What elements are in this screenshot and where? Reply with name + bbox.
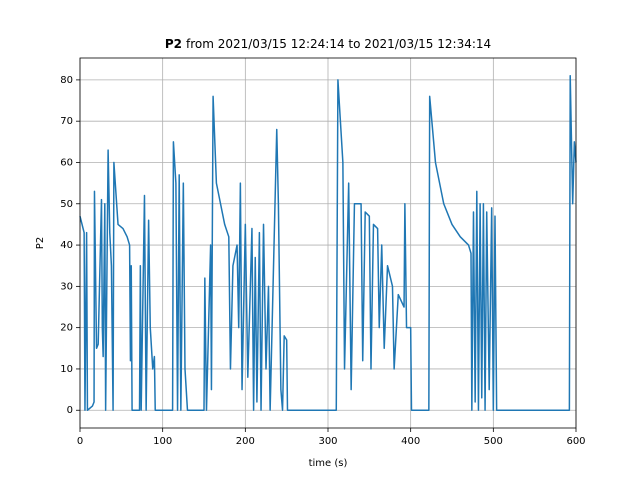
data-line bbox=[79, 75, 577, 411]
title-bold: P2 bbox=[165, 37, 182, 51]
y-tick-label: 0 bbox=[67, 405, 73, 416]
y-tick-label: 10 bbox=[60, 364, 73, 375]
x-tick-label: 0 bbox=[77, 436, 83, 447]
x-axis-label: time (s) bbox=[309, 458, 348, 469]
x-tick-label: 300 bbox=[318, 436, 337, 447]
title-text: from 2021/03/15 12:24:14 to 2021/03/15 1… bbox=[186, 37, 491, 51]
y-tick-label: 50 bbox=[60, 199, 73, 210]
x-tick-label: 100 bbox=[153, 436, 172, 447]
y-tick-label: 20 bbox=[60, 323, 73, 334]
x-tick-label: 600 bbox=[566, 436, 585, 447]
chart-title: P2 from 2021/03/15 12:24:14 to 2021/03/15… bbox=[165, 37, 491, 51]
x-tick-label: 500 bbox=[484, 436, 503, 447]
y-tick-label: 40 bbox=[60, 240, 73, 251]
y-tick-label: 70 bbox=[60, 116, 73, 127]
y-tick-label: 80 bbox=[60, 75, 73, 86]
y-tick-label: 60 bbox=[60, 157, 73, 168]
y-axis-label: P2 bbox=[35, 237, 46, 249]
y-tick-label: 30 bbox=[60, 281, 73, 292]
plot-frame bbox=[79, 57, 577, 429]
x-tick-label: 200 bbox=[236, 436, 255, 447]
x-tick-label: 400 bbox=[401, 436, 420, 447]
